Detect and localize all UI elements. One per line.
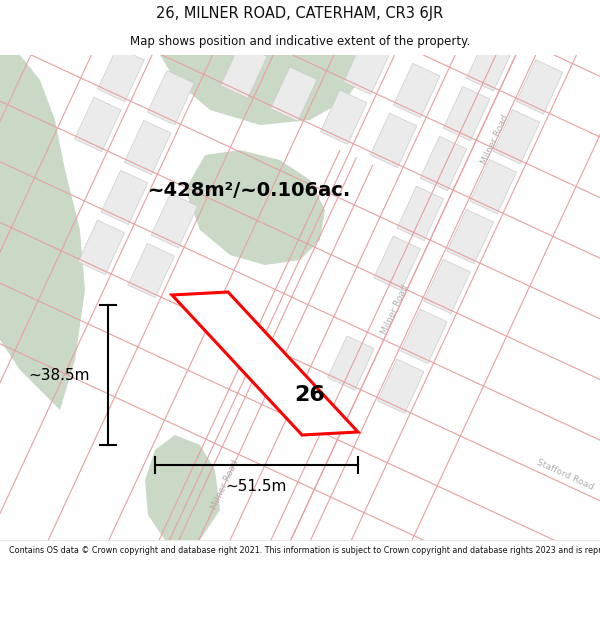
Polygon shape: [394, 63, 440, 118]
Polygon shape: [320, 90, 367, 144]
Text: Contains OS data © Crown copyright and database right 2021. This information is : Contains OS data © Crown copyright and d…: [9, 546, 600, 555]
Polygon shape: [148, 71, 194, 125]
Polygon shape: [370, 113, 417, 168]
Polygon shape: [128, 243, 175, 298]
Polygon shape: [0, 55, 85, 410]
Polygon shape: [447, 209, 493, 264]
Polygon shape: [151, 194, 197, 248]
Text: Milner Road: Milner Road: [479, 114, 511, 166]
Polygon shape: [328, 336, 374, 390]
Polygon shape: [185, 150, 325, 265]
Polygon shape: [443, 86, 490, 141]
Polygon shape: [470, 159, 517, 214]
Polygon shape: [377, 359, 424, 414]
Polygon shape: [397, 186, 443, 241]
Text: Stafford Road: Stafford Road: [535, 458, 595, 492]
Polygon shape: [420, 136, 467, 191]
Text: Milner Road: Milner Road: [380, 284, 410, 336]
Polygon shape: [517, 60, 563, 114]
Polygon shape: [466, 37, 513, 91]
Polygon shape: [145, 435, 220, 540]
Polygon shape: [221, 44, 267, 98]
Polygon shape: [172, 292, 358, 435]
Polygon shape: [160, 55, 360, 125]
Polygon shape: [78, 220, 125, 274]
Text: Map shows position and indicative extent of the property.: Map shows position and indicative extent…: [130, 35, 470, 48]
Polygon shape: [98, 48, 144, 102]
Text: ~51.5m: ~51.5m: [226, 479, 287, 494]
Polygon shape: [401, 309, 447, 364]
Polygon shape: [493, 109, 540, 164]
Polygon shape: [124, 121, 171, 175]
Polygon shape: [343, 40, 390, 94]
Text: ~428m²/~0.106ac.: ~428m²/~0.106ac.: [148, 181, 351, 199]
Polygon shape: [374, 236, 421, 291]
Polygon shape: [101, 171, 148, 224]
Text: 26: 26: [295, 385, 325, 405]
Polygon shape: [74, 98, 121, 152]
Text: 26, MILNER ROAD, CATERHAM, CR3 6JR: 26, MILNER ROAD, CATERHAM, CR3 6JR: [157, 6, 443, 21]
Text: Milner Road: Milner Road: [209, 459, 241, 511]
Polygon shape: [424, 259, 470, 314]
Polygon shape: [271, 67, 317, 121]
Text: ~38.5m: ~38.5m: [29, 368, 90, 382]
